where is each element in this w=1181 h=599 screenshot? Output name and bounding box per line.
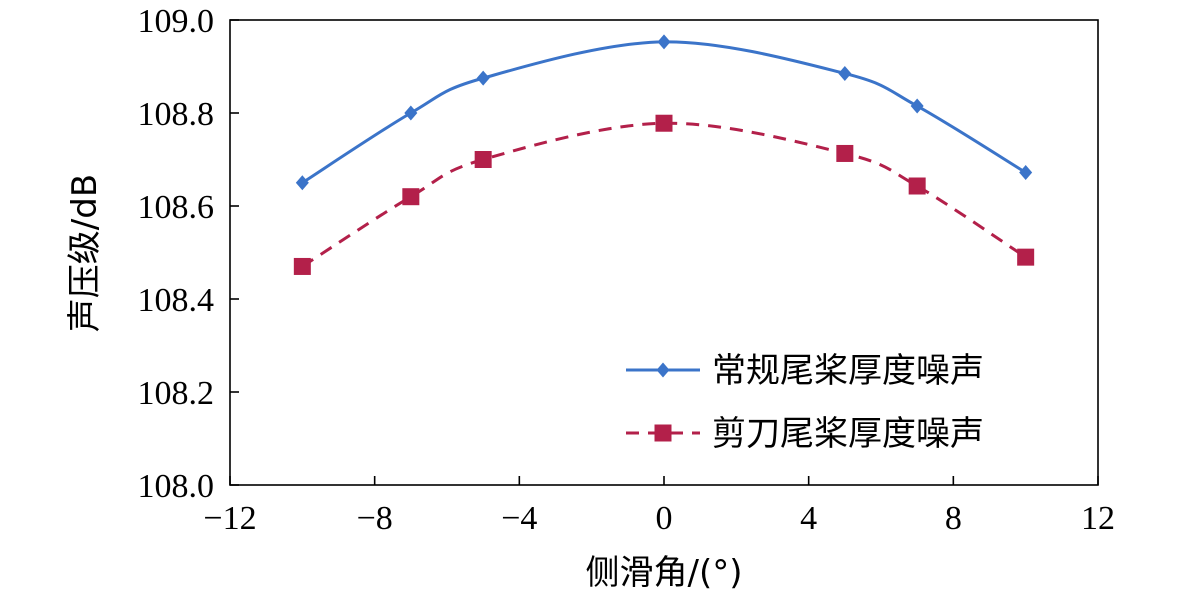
y-tick-label: 108.2 [138,375,215,412]
series-2-point [474,151,492,168]
series-1-point [1019,165,1033,181]
x-tick-label: 0 [656,500,673,537]
legend-swatch-marker [656,362,670,378]
y-axis: 108.0 108.2 108.4 108.6 108.8 109.0 [138,3,239,505]
x-tick-label: 8 [945,500,962,537]
series-2-point [908,177,926,195]
legend-label-series-2: 剪刀尾桨厚度噪声 [712,414,984,454]
series-2-point [1017,248,1035,266]
legend-label-series-1: 常规尾桨厚度噪声 [712,351,984,391]
series-1-point [295,175,309,191]
series-1-point [404,105,418,121]
x-axis: −12 −8 −4 0 4 8 12 [203,476,1115,537]
series-1-point [838,65,852,81]
series-layer [293,34,1035,275]
series-1 [295,34,1033,191]
y-tick-label: 108.6 [138,189,215,226]
series-1-point [476,70,490,86]
series-1-point [657,34,671,50]
series-1-point [910,98,924,114]
y-tick-label: 109.0 [138,3,215,40]
legend-item-series-2: 剪刀尾桨厚度噪声 [626,414,984,454]
series-2-point [655,114,673,132]
legend: 常规尾桨厚度噪声 剪刀尾桨厚度噪声 [626,351,984,454]
legend-swatch-marker [654,424,672,442]
legend-item-series-1: 常规尾桨厚度噪声 [626,351,984,391]
x-tick-label: −12 [203,500,256,537]
series-2-point [836,144,854,162]
y-tick-label: 108.0 [138,468,215,505]
series-2 [293,114,1035,275]
series-2-point [293,257,311,275]
x-tick-label: 4 [800,500,817,537]
series-2-point [402,188,420,206]
y-axis-title: 声压级/dB [65,174,105,332]
x-tick-label: −4 [501,500,537,537]
x-tick-label: −8 [357,500,393,537]
x-tick-label: 12 [1081,500,1115,537]
y-tick-label: 108.4 [138,282,215,319]
y-tick-label: 108.8 [138,96,215,133]
x-axis-title: 侧滑角/(°) [586,553,743,593]
